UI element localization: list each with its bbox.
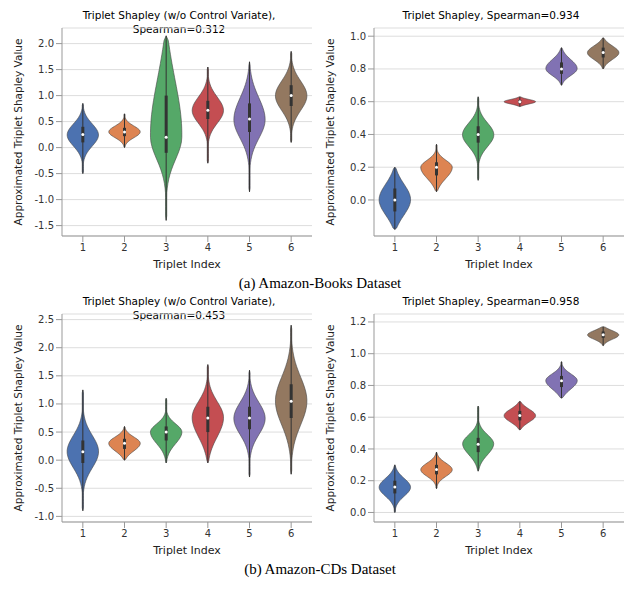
svg-text:1.0: 1.0 (350, 31, 366, 42)
svg-text:1.5: 1.5 (38, 64, 54, 75)
svg-text:0.8: 0.8 (350, 380, 366, 391)
svg-text:5: 5 (558, 528, 564, 539)
html-text:Triplet Shapley, Spearman=0.93: Triplet Shapley, Spearman=0.934 (402, 9, 580, 21)
html-text:Triplet Shapley (w/o Control V: Triplet Shapley (w/o Control Variate), S… (82, 295, 276, 321)
svg-text:6: 6 (288, 242, 294, 253)
svg-text:0.8: 0.8 (350, 63, 366, 74)
svg-text:2.5: 2.5 (38, 314, 54, 325)
svg-text:Approximated Triplet Shapley V: Approximated Triplet Shapley Value (324, 39, 336, 226)
svg-text:2: 2 (121, 242, 127, 253)
svg-text:4: 4 (517, 528, 523, 539)
svg-text:Triplet Index: Triplet Index (152, 544, 221, 557)
svg-text:6: 6 (600, 242, 606, 253)
svg-text:0.0: 0.0 (350, 195, 366, 206)
svg-text:0.5: 0.5 (38, 116, 54, 127)
svg-text:0.2: 0.2 (350, 475, 366, 486)
html-text:Triplet Shapley, Spearman=0.95: Triplet Shapley, Spearman=0.958 (402, 295, 580, 307)
svg-text:6: 6 (288, 528, 294, 539)
svg-text:1: 1 (80, 242, 86, 253)
svg-text:4: 4 (205, 242, 211, 253)
svg-text:4: 4 (205, 528, 211, 539)
svg-text:1.5: 1.5 (38, 370, 54, 381)
svg-text:6: 6 (600, 528, 606, 539)
svg-text:1.0: 1.0 (38, 90, 54, 101)
svg-text:2: 2 (433, 242, 439, 253)
svg-text:0.4: 0.4 (350, 129, 366, 140)
svg-text:-1.0: -1.0 (34, 194, 54, 205)
svg-text:1.2: 1.2 (350, 316, 366, 327)
svg-text:5: 5 (246, 528, 252, 539)
svg-text:1.0: 1.0 (38, 398, 54, 409)
svg-text:5: 5 (558, 242, 564, 253)
svg-text:Approximated Triplet Shapley V: Approximated Triplet Shapley Value (12, 39, 24, 226)
html-text:Triplet Shapley (w/o Control V: Triplet Shapley (w/o Control Variate), S… (82, 9, 276, 35)
svg-text:3: 3 (475, 242, 481, 253)
svg-text:1.0: 1.0 (350, 348, 366, 359)
svg-text:0.6: 0.6 (350, 96, 366, 107)
svg-text:2.0: 2.0 (38, 342, 54, 353)
html-text:(b) Amazon-CDs Dataset: (b) Amazon-CDs Dataset (244, 561, 396, 577)
svg-text:0.0: 0.0 (38, 455, 54, 466)
svg-text:Triplet Index: Triplet Index (152, 258, 221, 271)
svg-text:3: 3 (163, 242, 169, 253)
svg-text:0.6: 0.6 (350, 412, 366, 423)
svg-text:0.0: 0.0 (350, 507, 366, 518)
html-text:(a) Amazon-Books Dataset: (a) Amazon-Books Dataset (238, 275, 402, 291)
svg-text:3: 3 (475, 528, 481, 539)
svg-text:4: 4 (517, 242, 523, 253)
svg-text:0.4: 0.4 (350, 444, 366, 455)
svg-text:Approximated Triplet Shapley V: Approximated Triplet Shapley Value (12, 325, 24, 512)
svg-text:1: 1 (392, 528, 398, 539)
svg-text:0.0: 0.0 (38, 142, 54, 153)
svg-text:-1.5: -1.5 (34, 220, 54, 231)
svg-text:2.0: 2.0 (38, 38, 54, 49)
svg-text:-0.5: -0.5 (34, 483, 54, 494)
svg-text:Triplet Index: Triplet Index (464, 258, 533, 271)
svg-text:0.5: 0.5 (38, 427, 54, 438)
svg-text:Approximated Triplet Shapley V: Approximated Triplet Shapley Value (324, 325, 336, 512)
svg-text:Triplet Index: Triplet Index (464, 544, 533, 557)
svg-text:5: 5 (246, 242, 252, 253)
svg-text:2: 2 (121, 528, 127, 539)
svg-text:2: 2 (433, 528, 439, 539)
svg-text:-1.0: -1.0 (34, 511, 54, 522)
svg-text:1: 1 (80, 528, 86, 539)
svg-text:-0.5: -0.5 (34, 168, 54, 179)
svg-text:0.2: 0.2 (350, 162, 366, 173)
svg-text:3: 3 (163, 528, 169, 539)
svg-text:1: 1 (392, 242, 398, 253)
